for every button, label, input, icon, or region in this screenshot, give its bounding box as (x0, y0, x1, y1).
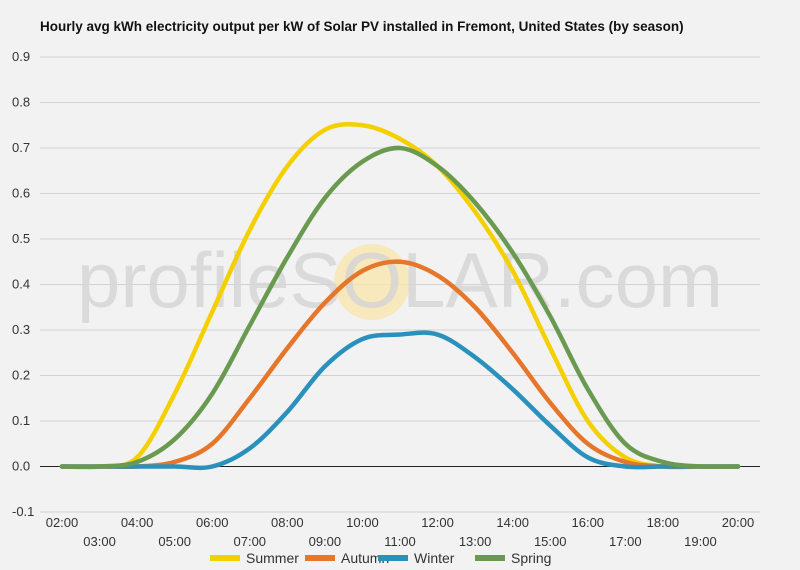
x-tick-label: 17:00 (609, 534, 642, 549)
x-tick-label: 13:00 (459, 534, 492, 549)
legend-swatch-autumn (305, 555, 335, 561)
x-tick-label: 08:00 (271, 515, 304, 530)
x-tick-label: 02:00 (46, 515, 79, 530)
y-tick-label: 0.0 (12, 459, 30, 474)
x-tick-label: 06:00 (196, 515, 229, 530)
y-tick-label: -0.1 (12, 504, 34, 519)
x-tick-label: 12:00 (421, 515, 454, 530)
series-line-winter (59, 330, 741, 471)
x-tick-label: 20:00 (722, 515, 755, 530)
legend-swatch-spring (475, 555, 505, 561)
legend-label-autumn: Autumn (341, 550, 389, 566)
x-tick-label: 15:00 (534, 534, 567, 549)
y-tick-label: 0.6 (12, 186, 30, 201)
chart-title: Hourly avg kWh electricity output per kW… (40, 19, 684, 34)
legend-swatch-summer (210, 555, 240, 561)
y-tick-label: 0.2 (12, 368, 30, 383)
x-tick-label: 10:00 (346, 515, 379, 530)
legend-swatch-winter (378, 555, 408, 561)
x-tick-label: 07:00 (234, 534, 267, 549)
x-tick-label: 19:00 (684, 534, 717, 549)
y-tick-label: 0.8 (12, 95, 30, 110)
y-tick-label: 0.1 (12, 413, 30, 428)
x-tick-label: 04:00 (121, 515, 154, 530)
y-tick-label: 0.7 (12, 140, 30, 155)
x-tick-label: 16:00 (572, 515, 605, 530)
legend-label-spring: Spring (511, 550, 551, 566)
legend-label-summer: Summer (246, 550, 299, 566)
watermark-text: profileSOLAR.com (77, 236, 723, 324)
y-tick-label: 0.3 (12, 322, 30, 337)
series-line-autumn (59, 259, 741, 470)
y-tick-label: 0.9 (12, 49, 30, 64)
x-tick-label: 18:00 (647, 515, 680, 530)
y-tick-label: 0.5 (12, 231, 30, 246)
series-line-spring (59, 145, 741, 470)
x-tick-label: 03:00 (83, 534, 116, 549)
x-tick-label: 14:00 (496, 515, 529, 530)
x-tick-label: 11:00 (384, 534, 416, 549)
x-tick-label: 05:00 (158, 534, 191, 549)
y-tick-label: 0.4 (12, 277, 30, 292)
series-line-summer (59, 121, 741, 470)
legend-label-winter: Winter (414, 550, 455, 566)
x-tick-label: 09:00 (309, 534, 342, 549)
